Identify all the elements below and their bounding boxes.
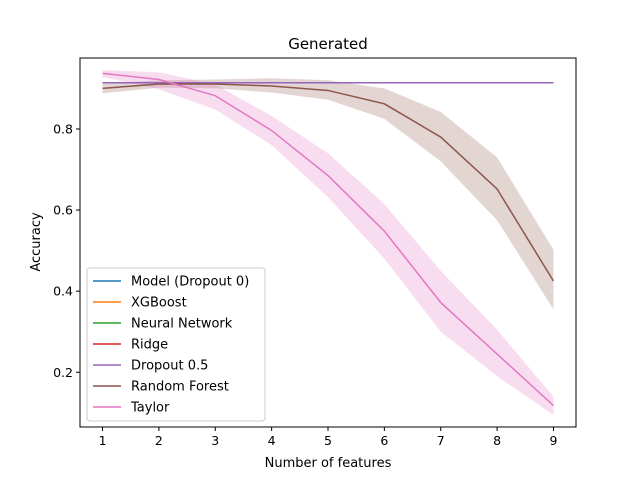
x-axis-ticks: 1 2 3 4 5 6 7 8 9	[99, 427, 557, 448]
chart-title: Generated	[288, 35, 368, 53]
y-tick-label: 0.4	[53, 284, 73, 299]
legend-label-taylor: Taylor	[130, 401, 170, 416]
x-tick-label: 9	[549, 433, 557, 448]
legend-label-random-forest: Random Forest	[131, 380, 229, 395]
legend-box	[86, 267, 266, 422]
taylor-band	[102, 70, 554, 415]
taylor-line	[102, 72, 554, 407]
x-tick-label: 5	[324, 433, 332, 448]
legend: Model (Dropout 0) XGBoost Neural Network Ri…	[86, 267, 266, 422]
y-tick-label: 0.6	[53, 203, 73, 218]
y-tick-label: 0.8	[53, 121, 73, 136]
random-forest-band	[102, 78, 554, 310]
legend-label-ridge: Ridge	[131, 338, 168, 353]
legend-label-model-dropout-0: Model (Dropout 0)	[131, 275, 249, 290]
x-tick-label: 4	[268, 433, 276, 448]
y-axis-ticks: 0.2 0.4 0.6 0.8	[53, 121, 80, 380]
legend-label-dropout-0-5: Dropout 0.5	[131, 359, 208, 374]
random-forest-line	[102, 83, 555, 282]
y-tick-label: 0.2	[53, 365, 73, 380]
series-lines	[102, 72, 555, 407]
legend-label-xgboost: XGBoost	[131, 296, 187, 311]
confidence-bands	[102, 70, 554, 415]
y-axis-label: Accuracy	[29, 212, 44, 272]
legend-label-neural-network: Neural Network	[131, 317, 233, 332]
x-tick-label: 1	[99, 433, 107, 448]
x-tick-label: 3	[211, 433, 219, 448]
x-tick-label: 6	[380, 433, 388, 448]
x-tick-label: 2	[155, 433, 163, 448]
x-tick-label: 7	[437, 433, 445, 448]
x-tick-label: 8	[493, 433, 501, 448]
x-axis-label: Number of features	[265, 456, 392, 471]
